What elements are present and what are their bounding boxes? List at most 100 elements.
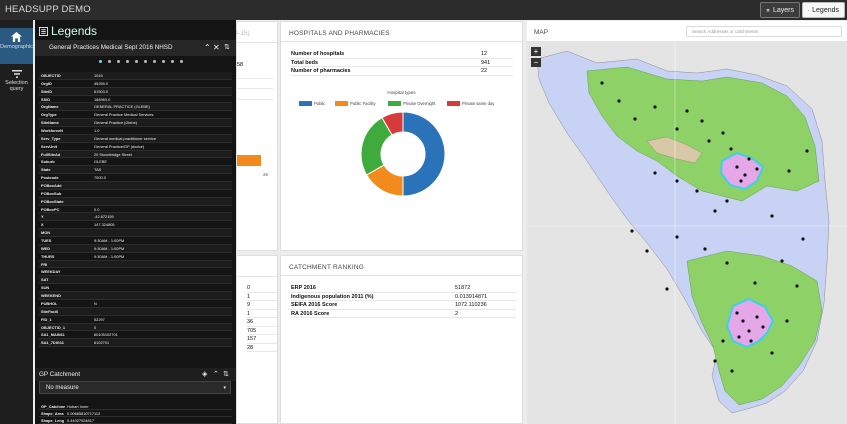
gp-location-pin[interactable] (735, 165, 739, 169)
legend-entry-public[interactable]: Public (299, 101, 325, 106)
gp-location-pin[interactable] (675, 235, 679, 239)
collapse-icon[interactable]: ⌃ (213, 371, 219, 378)
sort-icon[interactable]: ⇅ (223, 371, 229, 378)
gp-location-pin[interactable] (749, 339, 753, 343)
gp-location-pin[interactable] (770, 214, 774, 218)
gp-location-pin[interactable] (729, 147, 733, 151)
pager-dot[interactable] (162, 60, 165, 63)
gp-location-pin[interactable] (600, 81, 604, 85)
pager-dot[interactable] (135, 60, 138, 63)
donut-slice-public[interactable] (402, 111, 446, 197)
gp-location-pin[interactable] (685, 109, 689, 113)
gp-location-pin[interactable] (703, 247, 707, 251)
gp-location-pin[interactable] (785, 319, 789, 323)
gp-location-pin[interactable] (739, 179, 743, 183)
zoom-in-button[interactable]: + (531, 47, 541, 56)
sort-icon[interactable]: ⇅ (224, 44, 230, 51)
attribute-row: OBJECTID 1019 (39, 72, 232, 80)
gp-location-pin[interactable] (753, 281, 757, 285)
catchment-panel: CATCHMENT RANKING ERP 2016 51872 Indigeno… (280, 255, 523, 424)
gp-location-pin[interactable] (747, 157, 751, 161)
attribute-key: FullSiteAd (41, 151, 61, 157)
map-search-input[interactable]: Search Addresses or catchments (686, 26, 842, 37)
bar-axis-tick: 26 (263, 172, 269, 177)
attribute-row: ServUnit General Practice/GP (doctor) (39, 143, 232, 151)
gp-location-pin[interactable] (805, 149, 809, 153)
filter-icon (11, 70, 22, 78)
attribute-key: OrgType (41, 112, 57, 118)
gp-location-pin[interactable] (695, 189, 699, 193)
gp-location-pin[interactable] (713, 209, 717, 213)
gp-location-pin[interactable] (741, 319, 745, 323)
gp-location-pin[interactable] (645, 249, 649, 253)
legend-entry-private-overnight[interactable]: Private Overnight (388, 101, 435, 106)
gp-location-pin[interactable] (730, 369, 734, 373)
attribute-key: SA1_7DIG11 (41, 340, 64, 346)
pager-dot[interactable] (144, 60, 147, 63)
gp-location-pin[interactable] (770, 351, 774, 355)
gp-location-pin[interactable] (787, 169, 791, 173)
gp-location-pin[interactable] (707, 139, 711, 143)
pager-dot[interactable] (153, 60, 156, 63)
legend-entry-public-facility[interactable]: Public Facility (335, 101, 376, 106)
map-canvas[interactable] (527, 41, 847, 424)
gp-location-pin[interactable] (633, 117, 637, 121)
gp-location-pin[interactable] (713, 359, 717, 363)
region-launceston (719, 151, 765, 191)
gp-location-pin[interactable] (700, 119, 704, 123)
collapse-icon[interactable]: ⌃ (204, 43, 211, 52)
gp-location-pin[interactable] (801, 237, 805, 241)
gp-location-pin[interactable] (653, 105, 657, 109)
gp-location-pin[interactable] (675, 127, 679, 131)
measure-select[interactable]: No measure ▾ (39, 381, 231, 394)
practitioner-values: 0 1 9 1 36 705 157 28 (247, 284, 277, 352)
layers-button[interactable]: Layers (760, 2, 800, 18)
gp-location-pin[interactable] (747, 329, 751, 333)
gp-location-pin[interactable] (755, 315, 759, 319)
gp-location-pin[interactable] (743, 173, 747, 177)
gp-location-pin[interactable] (675, 179, 679, 183)
gp-location-pin[interactable] (617, 99, 621, 103)
gp-location-pin[interactable] (721, 339, 725, 343)
attribute-value: General Practice (Glebe) (94, 120, 138, 126)
gp-location-pin[interactable] (653, 171, 657, 175)
attribute-row: Postcode 7000.0 (39, 174, 232, 183)
legend-panel: Legends General Practices Medical Sept 2… (35, 20, 236, 424)
practitioner-value: 28 (247, 344, 277, 352)
pager-dot[interactable] (108, 60, 111, 63)
pager-dot[interactable] (126, 60, 129, 63)
rail-item-demographic[interactable]: Demographic (0, 28, 33, 64)
pager-dot[interactable] (99, 60, 102, 63)
layer-pager[interactable] (99, 60, 183, 63)
attribute-key: POBoxAdd (41, 183, 62, 189)
pager-dot[interactable] (171, 60, 174, 63)
close-icon[interactable]: ✕ (213, 43, 220, 52)
donut-slice-private-same-day[interactable] (381, 111, 404, 136)
gp-location-pin[interactable] (780, 259, 784, 263)
gp-location-pin[interactable] (795, 284, 799, 288)
legend-icon (39, 26, 48, 36)
attribute-key: OBJECTID (41, 73, 61, 78)
paint-bucket-icon[interactable]: ◈ (202, 371, 208, 378)
gp-location-pin[interactable] (665, 287, 669, 291)
attribute-row: TUES 9:30AM - 1:00PM (39, 237, 232, 245)
rail-item-selection-query[interactable]: Selection query (0, 70, 33, 94)
pager-dot[interactable] (117, 60, 120, 63)
gp-location-pin[interactable] (755, 167, 759, 171)
gp-location-pin[interactable] (737, 335, 741, 339)
gp-location-pin[interactable] (721, 131, 725, 135)
attribute-key: WEEKDAY (41, 269, 61, 275)
legends-icon (808, 9, 810, 11)
gp-location-pin[interactable] (725, 261, 729, 265)
gp-location-pin[interactable] (761, 325, 765, 329)
legends-button[interactable]: Legends (802, 2, 845, 18)
zoom-out-button[interactable]: − (531, 58, 541, 67)
gp-location-pin[interactable] (725, 199, 729, 203)
attribute-key: WorkforceN (41, 128, 63, 134)
gp-location-pin[interactable] (735, 311, 739, 315)
gp-location-pin[interactable] (630, 229, 634, 233)
attribute-key: SAT (41, 277, 49, 283)
legend-entry-private-same-day[interactable]: Private same day (447, 101, 494, 106)
pager-dot[interactable] (180, 60, 183, 63)
gp-catchment-row: Shape_Area 0.00685810717112 (39, 410, 232, 417)
